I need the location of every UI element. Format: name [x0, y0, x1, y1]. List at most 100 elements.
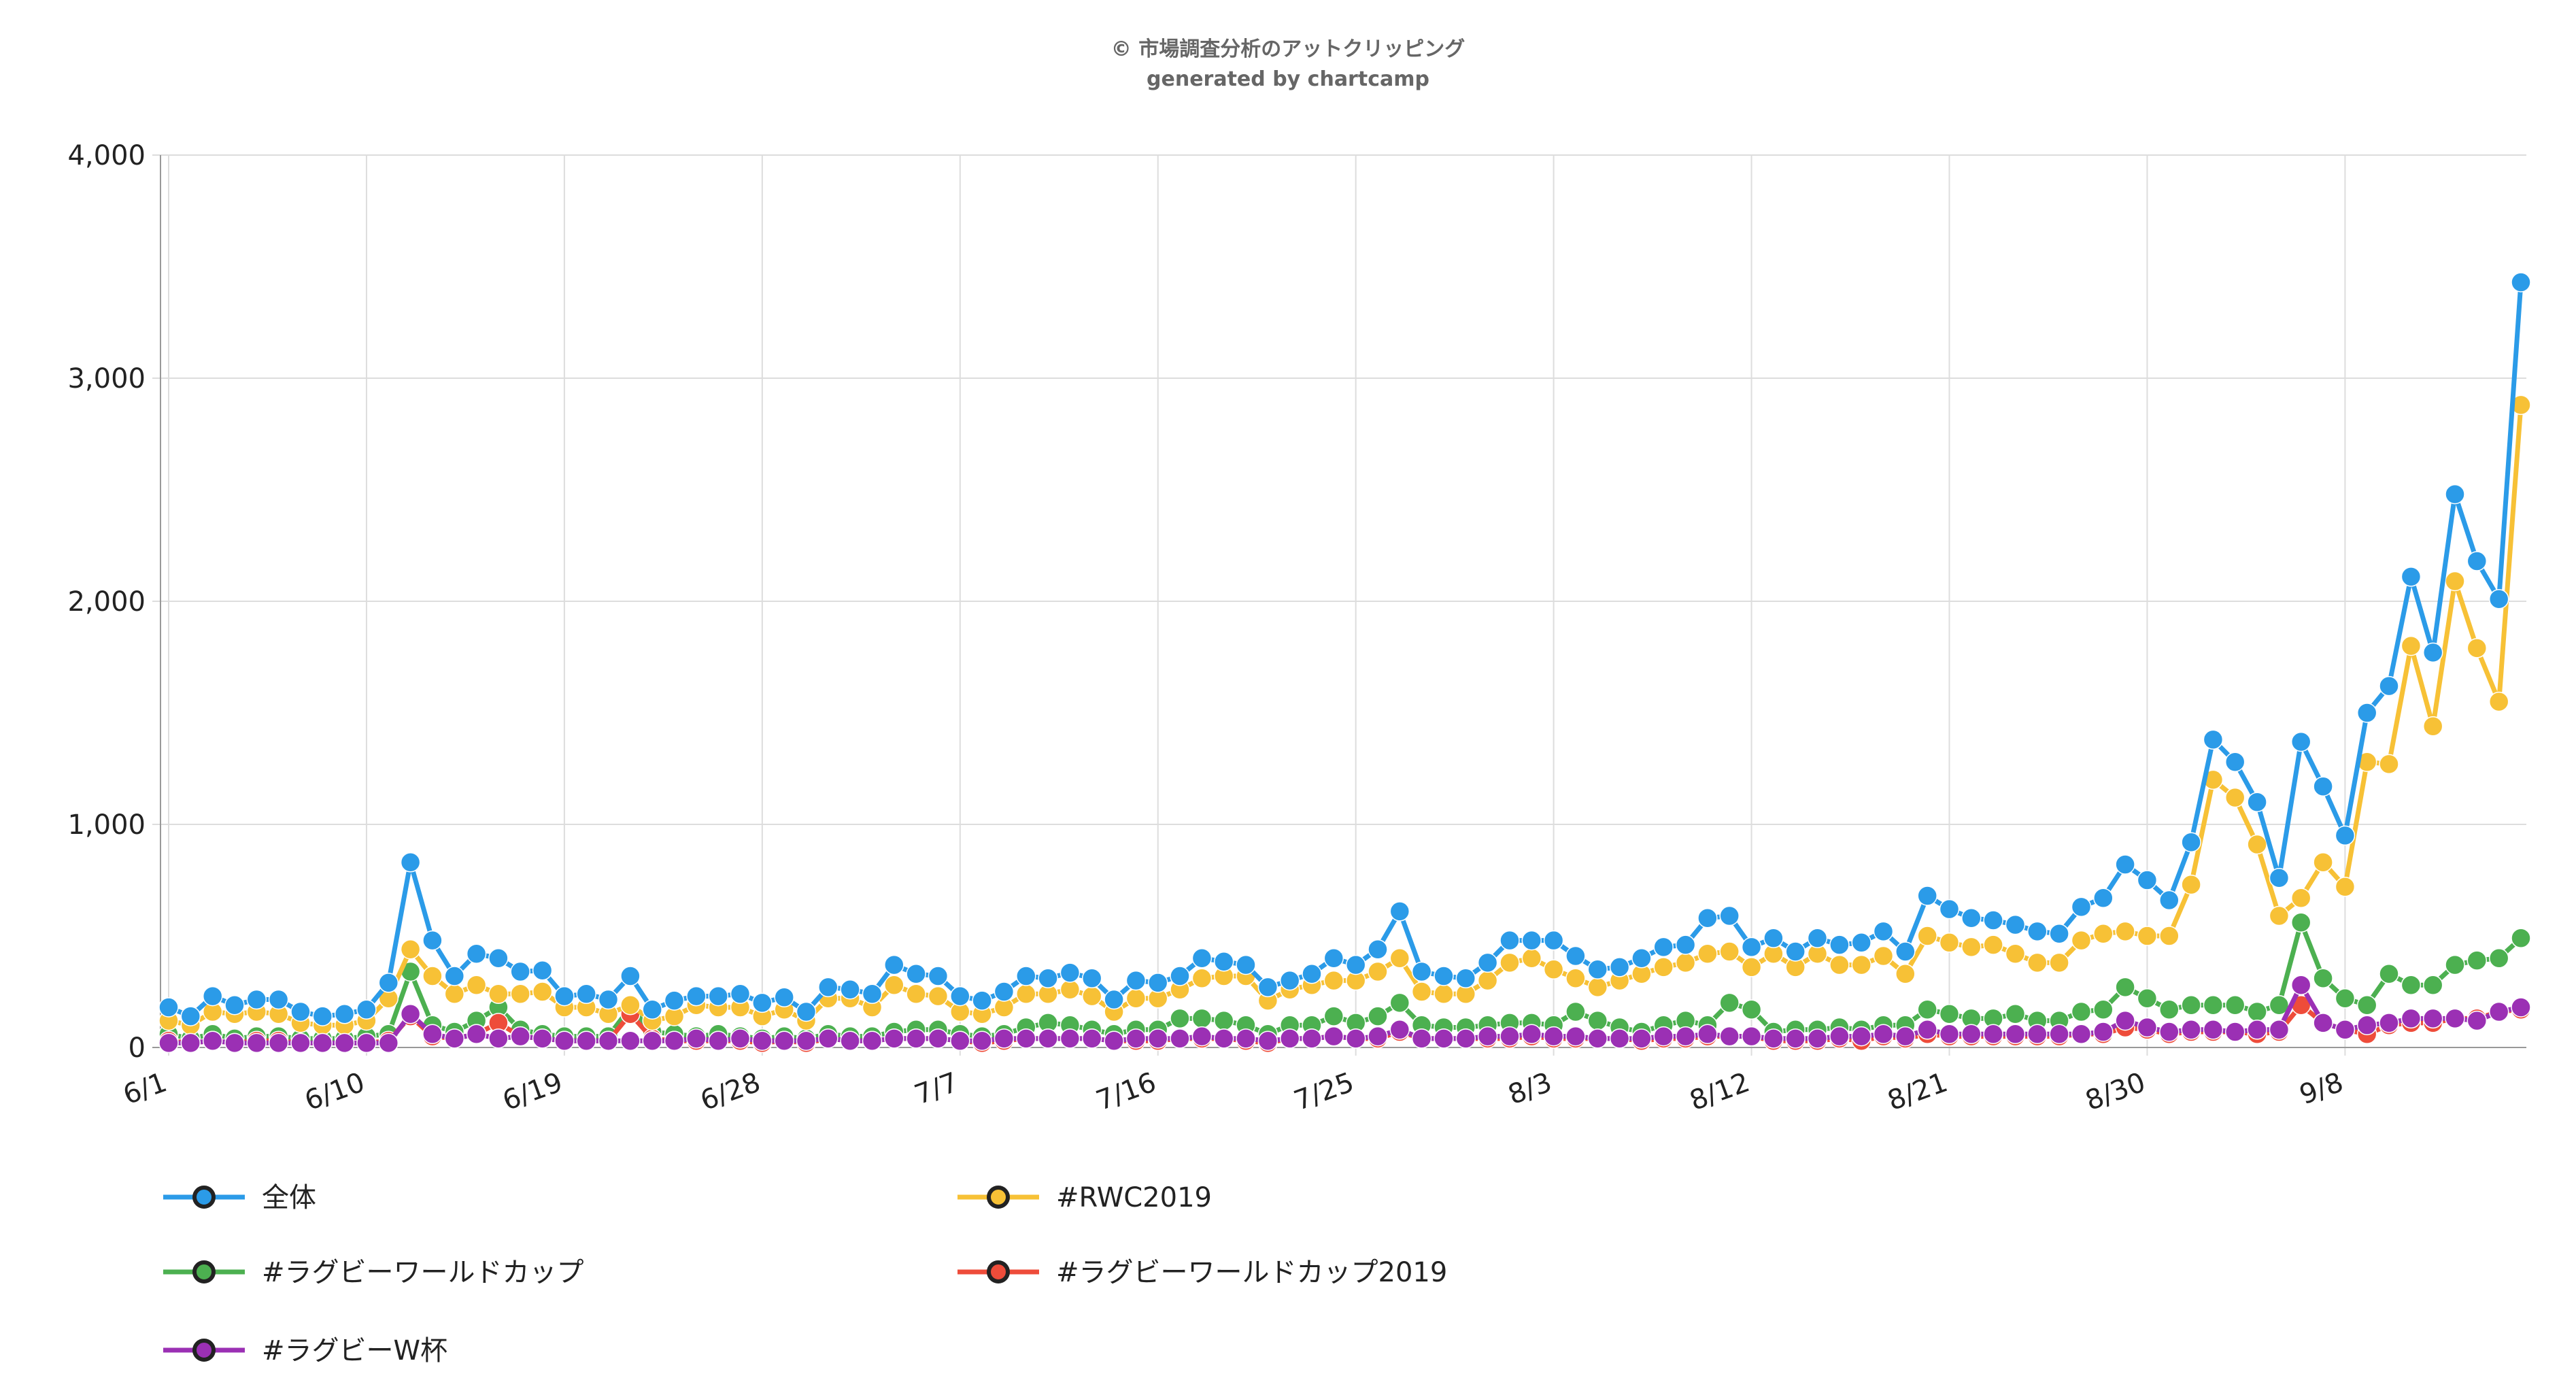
- data-point: [158, 1033, 179, 1054]
- data-point: [1543, 959, 1564, 979]
- data-point: [2379, 675, 2399, 696]
- data-point: [2335, 825, 2356, 846]
- data-point: [2115, 921, 2135, 942]
- data-point: [2379, 1013, 2399, 1033]
- data-point: [1785, 941, 1806, 962]
- legend-marker: [192, 1339, 216, 1362]
- data-point: [2224, 752, 2245, 772]
- data-point: [2511, 997, 2531, 1018]
- data-point: [1257, 977, 1278, 998]
- data-point: [1170, 966, 1190, 986]
- data-point: [1081, 968, 1102, 989]
- data-point: [2071, 1024, 2092, 1045]
- data-point: [2027, 952, 2048, 973]
- data-point: [1895, 941, 1916, 962]
- data-point: [2467, 638, 2488, 658]
- data-point: [1961, 937, 1982, 958]
- data-point: [1016, 966, 1036, 986]
- data-point: [2401, 975, 2422, 995]
- data-point: [444, 1028, 465, 1049]
- data-point: [2181, 832, 2201, 852]
- data-point: [818, 1028, 838, 1049]
- data-point: [1368, 1026, 1388, 1047]
- data-point: [1873, 945, 1894, 967]
- x-tick-label: 7/16: [1092, 1067, 1160, 1117]
- data-point: [2093, 1022, 2114, 1042]
- data-point: [2181, 874, 2201, 895]
- data-point: [1191, 1008, 1213, 1029]
- data-point: [1016, 984, 1036, 1005]
- data-point: [2379, 754, 2399, 775]
- legend-item: #ラグビーワールドカップ2019: [957, 1257, 1447, 1288]
- data-point: [752, 1030, 773, 1051]
- data-point: [1917, 999, 1937, 1020]
- data-point: [1851, 933, 1871, 953]
- data-point: [1081, 986, 1102, 1007]
- y-tick-label: 1,000: [67, 809, 146, 841]
- data-point: [1741, 937, 1762, 958]
- data-point: [1411, 961, 1432, 982]
- grid: [152, 154, 2526, 1056]
- data-point: [1257, 1030, 1278, 1051]
- data-point: [664, 1030, 685, 1051]
- data-point: [2445, 954, 2465, 975]
- data-point: [1345, 1028, 1366, 1049]
- data-point: [1543, 930, 1564, 951]
- data-point: [1147, 1028, 1168, 1049]
- data-point: [2511, 928, 2531, 949]
- data-point: [466, 1024, 487, 1045]
- data-point: [510, 984, 530, 1005]
- data-point: [1323, 1026, 1344, 1047]
- data-point: [1455, 1028, 1476, 1049]
- data-point: [2467, 1010, 2488, 1031]
- data-point: [2071, 930, 2092, 951]
- data-point: [466, 943, 487, 964]
- data-point: [158, 997, 179, 1018]
- data-point: [1587, 977, 1608, 998]
- data-point: [2181, 994, 2201, 1016]
- data-point: [950, 986, 970, 1007]
- data-point: [1302, 964, 1322, 984]
- data-point: [246, 989, 267, 1010]
- y-tick-label: 3,000: [67, 363, 146, 395]
- data-point: [1785, 1028, 1806, 1049]
- data-point: [1697, 1024, 1718, 1045]
- data-point: [708, 986, 728, 1007]
- data-point: [1060, 979, 1081, 1000]
- data-point: [1829, 954, 1850, 975]
- data-point: [1434, 984, 1454, 1005]
- legend-label: #ラグビーワールドカップ: [262, 1257, 584, 1288]
- data-point: [576, 1030, 596, 1051]
- data-point: [1477, 970, 1498, 991]
- data-point: [1741, 1026, 1762, 1047]
- data-point: [1191, 948, 1213, 969]
- data-point: [422, 966, 443, 986]
- data-point: [2356, 994, 2377, 1016]
- data-point: [2269, 1020, 2290, 1040]
- data-point: [1565, 945, 1586, 967]
- data-point: [708, 1030, 728, 1051]
- data-point: [2224, 994, 2245, 1016]
- data-point: [1917, 926, 1937, 946]
- data-point: [1191, 1026, 1213, 1047]
- data-point: [1038, 968, 1058, 989]
- x-tick-label: 9/8: [2296, 1067, 2348, 1111]
- data-point: [1389, 948, 1410, 969]
- data-point: [1302, 1028, 1322, 1049]
- data-point: [576, 984, 596, 1005]
- data-point: [1213, 1010, 1234, 1031]
- data-point: [1851, 1026, 1871, 1047]
- data-point: [884, 1028, 904, 1049]
- series-0: [158, 272, 2531, 1026]
- data-point: [1917, 886, 1937, 906]
- data-point: [2335, 877, 2356, 897]
- data-point: [1323, 948, 1344, 969]
- data-point: [2115, 1010, 2135, 1031]
- data-point: [400, 852, 421, 873]
- data-point: [642, 999, 662, 1020]
- data-point: [2467, 950, 2488, 971]
- data-point: [1279, 1028, 1300, 1049]
- data-point: [466, 975, 487, 995]
- data-point: [598, 1030, 619, 1051]
- data-point: [950, 1030, 970, 1051]
